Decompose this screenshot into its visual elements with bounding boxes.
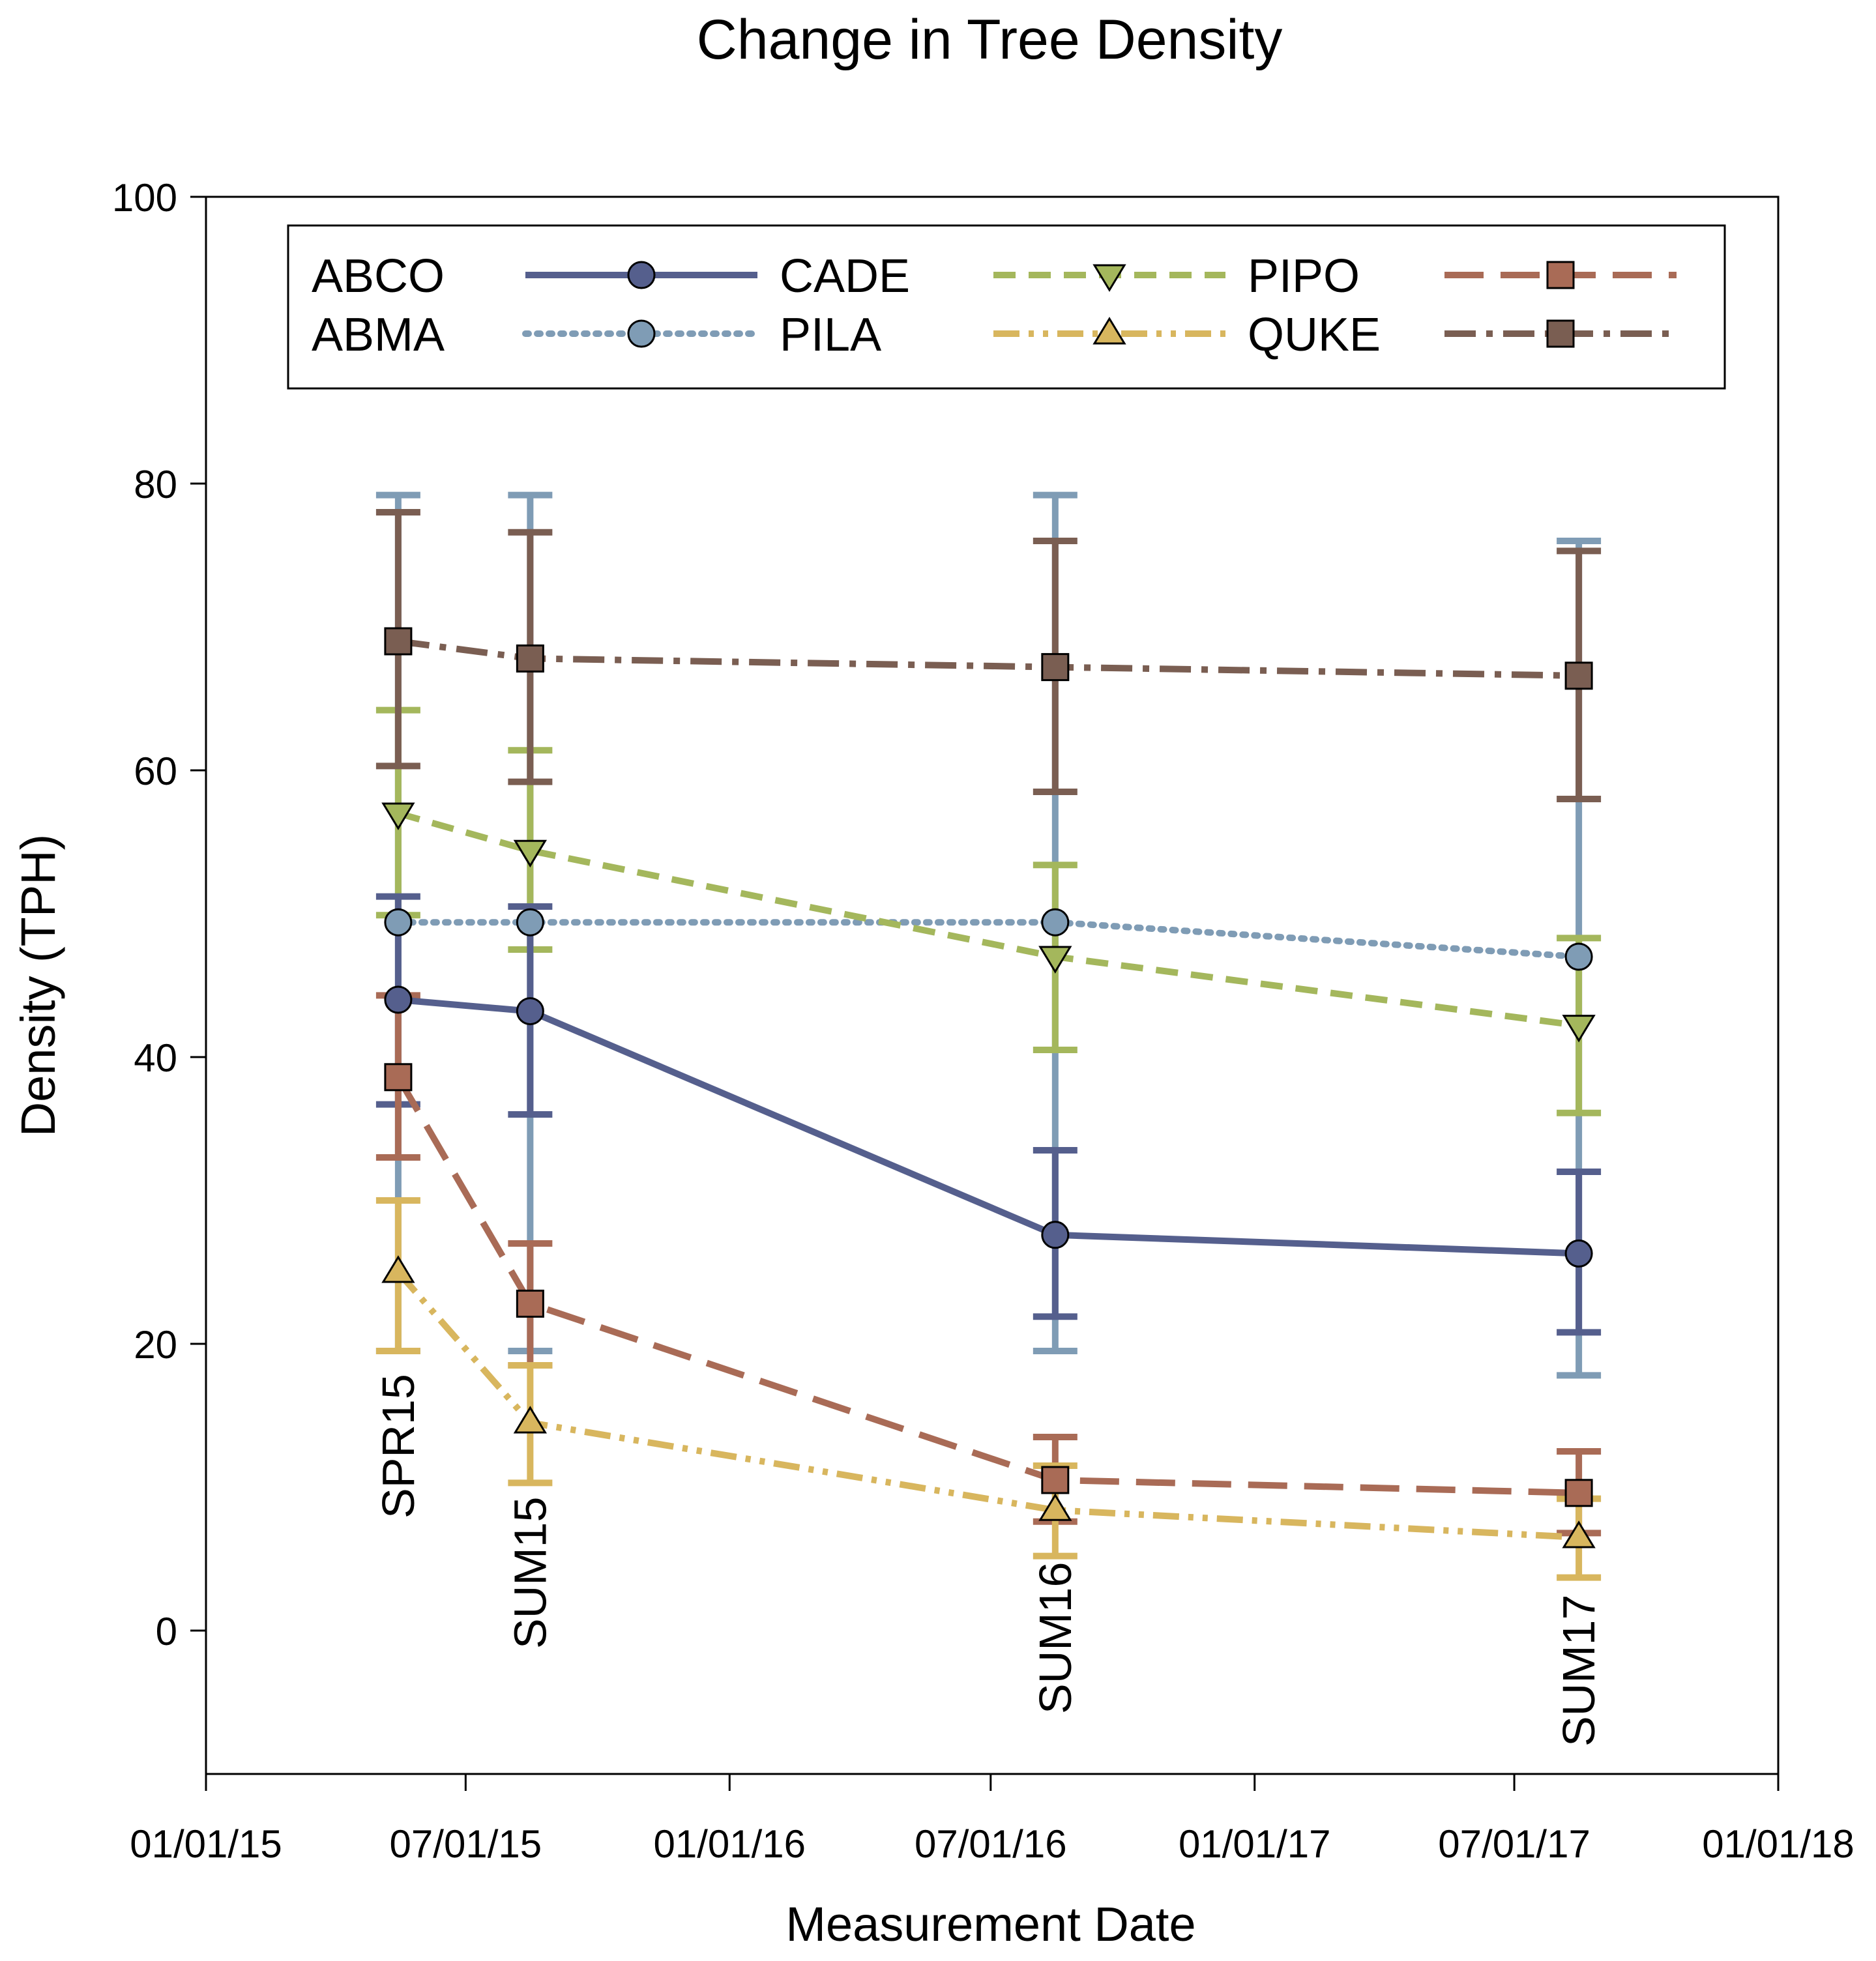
y-tick-label: 20 — [134, 1323, 177, 1367]
data-point — [1564, 942, 1593, 971]
y-tick-label: 100 — [112, 176, 177, 220]
x-tick-label: 07/01/15 — [390, 1822, 542, 1866]
series-quke — [375, 509, 1602, 802]
x-tick-label: 01/01/15 — [130, 1822, 282, 1866]
legend-marker — [1092, 264, 1126, 292]
y-axis: 0 20 40 60 80 100 — [112, 176, 206, 1653]
data-point — [384, 627, 413, 656]
series-line — [398, 996, 1579, 1257]
data-point — [384, 1063, 413, 1092]
data-point — [513, 1406, 548, 1434]
y-tick-label: 80 — [134, 463, 177, 506]
y-tick-label: 60 — [134, 749, 177, 793]
data-point — [1041, 908, 1070, 937]
series-cade — [375, 706, 1602, 1116]
data-point — [516, 908, 544, 937]
y-tick-label: 40 — [134, 1036, 177, 1080]
x-tick-label: 07/01/17 — [1438, 1822, 1590, 1866]
data-point — [1562, 1520, 1596, 1548]
legend-marker — [1546, 261, 1575, 289]
data-point — [1564, 1479, 1593, 1507]
series-line-group-abma — [384, 908, 1593, 971]
data-point — [516, 997, 544, 1026]
y-axis-label: Density (TPH) — [11, 834, 65, 1137]
point-labels: SPR15 SUM15 SUM16 SUM17 — [373, 1374, 1604, 1747]
series-line — [395, 1075, 1579, 1496]
data-point — [1038, 1493, 1072, 1521]
legend-entry-cade: CADE — [780, 250, 1225, 302]
legend-marker — [627, 319, 656, 348]
x-axis-label: Measurement Date — [785, 1897, 1195, 1951]
series-pila — [375, 1197, 1602, 1581]
legend-label: QUKE — [1248, 309, 1381, 361]
legend: ABCO ABMA CADE PILA PIPO QUKE — [287, 224, 1726, 390]
data-point — [1562, 1015, 1596, 1043]
series-line — [396, 1270, 1579, 1541]
x-tick-label: 01/01/18 — [1702, 1822, 1854, 1866]
series-abma — [375, 491, 1602, 1379]
point-label: SUM15 — [505, 1497, 555, 1649]
series-layer: SPR15 SUM15 SUM16 SUM17 — [373, 491, 1604, 1747]
legend-marker — [627, 261, 656, 289]
legend-marker — [1546, 319, 1575, 348]
chart-title: Change in Tree Density — [697, 8, 1283, 71]
series-line — [397, 810, 1579, 1029]
y-tick-label: 0 — [156, 1610, 177, 1653]
data-point — [1038, 946, 1072, 974]
point-label: SUM16 — [1030, 1562, 1081, 1714]
legend-box — [287, 224, 1726, 390]
data-point — [1564, 661, 1593, 690]
data-point — [1041, 1221, 1070, 1249]
data-point — [384, 985, 413, 1014]
data-point — [513, 839, 548, 868]
series-line — [398, 638, 1579, 679]
series-line-group-cade — [381, 802, 1596, 1043]
data-point — [516, 644, 544, 673]
data-point — [1564, 1239, 1593, 1268]
series-line-group-quke — [384, 627, 1593, 690]
data-point — [381, 802, 415, 830]
series-line-group-pipo — [384, 1063, 1593, 1507]
x-tick-label: 07/01/16 — [915, 1822, 1067, 1866]
data-point — [384, 908, 413, 937]
legend-entry-pipo: PIPO — [1248, 250, 1677, 302]
legend-entry-abma: ABMA — [312, 309, 761, 361]
legend-label: ABMA — [312, 309, 445, 361]
data-point — [516, 1289, 544, 1318]
point-label: SPR15 — [373, 1374, 424, 1518]
series-pipo — [375, 992, 1602, 1537]
series-line-group-pila — [381, 1255, 1596, 1548]
series-line-group-abco — [384, 985, 1593, 1268]
x-tick-label: 01/01/16 — [653, 1822, 806, 1866]
plot-frame — [205, 196, 1780, 1775]
legend-label: ABCO — [312, 250, 445, 302]
data-point — [381, 1255, 415, 1283]
series-line — [394, 919, 1583, 960]
data-point — [1041, 1466, 1070, 1494]
series-abco — [375, 893, 1602, 1336]
x-axis: 01/01/15 07/01/15 01/01/16 07/01/16 01/01/17… — [130, 1774, 1854, 1866]
point-label: SUM17 — [1553, 1595, 1604, 1747]
legend-entry-abco: ABCO — [312, 250, 757, 302]
legend-label: PILA — [780, 309, 881, 361]
legend-entry-pila: PILA — [780, 309, 1225, 361]
data-point — [1041, 653, 1070, 682]
legend-entry-quke: QUKE — [1248, 309, 1677, 361]
legend-label: PIPO — [1248, 250, 1360, 302]
legend-label: CADE — [780, 250, 910, 302]
legend-marker — [1092, 317, 1126, 345]
x-tick-label: 01/01/17 — [1179, 1822, 1331, 1866]
